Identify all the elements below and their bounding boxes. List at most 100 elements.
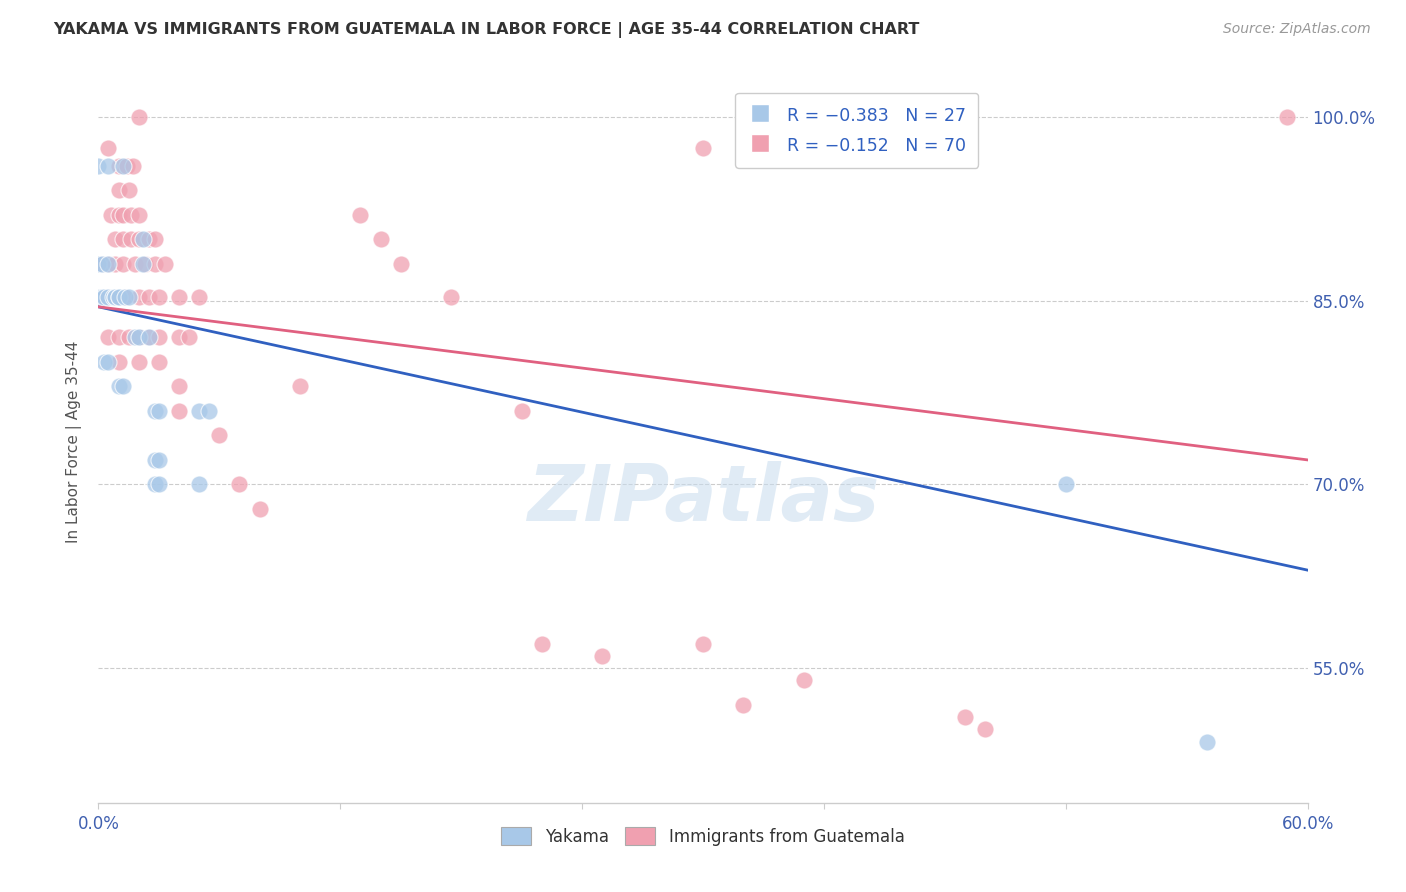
Point	[91, 290, 114, 304]
Point	[118, 290, 141, 304]
Point	[530, 637, 553, 651]
Point	[692, 141, 714, 155]
Point	[103, 290, 125, 304]
Point	[111, 232, 134, 246]
Point	[440, 290, 463, 304]
Point	[128, 355, 150, 369]
Point	[143, 257, 166, 271]
Point	[692, 637, 714, 651]
Point	[138, 290, 160, 304]
Point	[124, 330, 146, 344]
Point	[111, 379, 134, 393]
Point	[167, 404, 190, 418]
Point	[107, 379, 129, 393]
Point	[93, 355, 115, 369]
Point	[87, 290, 110, 304]
Point	[148, 477, 170, 491]
Point	[97, 290, 120, 304]
Y-axis label: In Labor Force | Age 35-44: In Labor Force | Age 35-44	[66, 341, 83, 542]
Point	[1195, 734, 1218, 748]
Point	[103, 290, 125, 304]
Point	[121, 159, 143, 173]
Point	[167, 330, 190, 344]
Point	[107, 290, 129, 304]
Point	[228, 477, 250, 491]
Point	[143, 453, 166, 467]
Point	[148, 330, 170, 344]
Point	[148, 453, 170, 467]
Point	[167, 290, 190, 304]
Point	[91, 290, 114, 304]
Point	[188, 477, 211, 491]
Point	[118, 330, 141, 344]
Point	[143, 232, 166, 246]
Point	[128, 110, 150, 124]
Point	[87, 257, 110, 271]
Point	[128, 330, 150, 344]
Point	[148, 355, 170, 369]
Point	[510, 404, 533, 418]
Point	[97, 141, 120, 155]
Text: ZIPatlas: ZIPatlas	[527, 461, 879, 537]
Point	[249, 502, 271, 516]
Point	[111, 208, 134, 222]
Point	[132, 257, 155, 271]
Point	[101, 290, 124, 304]
Point	[107, 290, 129, 304]
Point	[349, 208, 371, 222]
Point	[128, 330, 150, 344]
Point	[87, 159, 110, 173]
Point	[148, 290, 170, 304]
Point	[148, 404, 170, 418]
Point	[198, 404, 221, 418]
Text: Source: ZipAtlas.com: Source: ZipAtlas.com	[1223, 22, 1371, 37]
Point	[953, 710, 976, 724]
Point	[114, 290, 136, 304]
Point	[103, 257, 125, 271]
Point	[153, 257, 176, 271]
Point	[115, 159, 138, 173]
Point	[87, 290, 110, 304]
Point	[97, 159, 120, 173]
Point	[118, 184, 141, 198]
Point	[389, 257, 412, 271]
Point	[114, 290, 136, 304]
Point	[591, 648, 613, 663]
Point	[111, 257, 134, 271]
Point	[138, 232, 160, 246]
Point	[91, 290, 114, 304]
Point	[733, 698, 755, 712]
Point	[143, 477, 166, 491]
Point	[128, 232, 150, 246]
Point	[120, 232, 142, 246]
Point	[111, 159, 134, 173]
Point	[97, 257, 120, 271]
Point	[107, 355, 129, 369]
Point	[87, 290, 110, 304]
Text: YAKAMA VS IMMIGRANTS FROM GUATEMALA IN LABOR FORCE | AGE 35-44 CORRELATION CHART: YAKAMA VS IMMIGRANTS FROM GUATEMALA IN L…	[53, 22, 920, 38]
Point	[143, 404, 166, 418]
Point	[97, 355, 120, 369]
Point	[103, 232, 125, 246]
Point	[97, 290, 120, 304]
Point	[974, 723, 997, 737]
Legend: Yakama, Immigrants from Guatemala: Yakama, Immigrants from Guatemala	[495, 821, 911, 852]
Point	[91, 257, 114, 271]
Point	[1277, 110, 1299, 124]
Point	[97, 257, 120, 271]
Point	[138, 330, 160, 344]
Point	[179, 330, 201, 344]
Point	[120, 208, 142, 222]
Point	[188, 290, 211, 304]
Point	[128, 208, 150, 222]
Point	[91, 257, 114, 271]
Point	[208, 428, 231, 442]
Point	[124, 257, 146, 271]
Point	[138, 330, 160, 344]
Point	[128, 290, 150, 304]
Point	[132, 232, 155, 246]
Point	[107, 330, 129, 344]
Point	[100, 208, 122, 222]
Point	[101, 290, 124, 304]
Point	[370, 232, 392, 246]
